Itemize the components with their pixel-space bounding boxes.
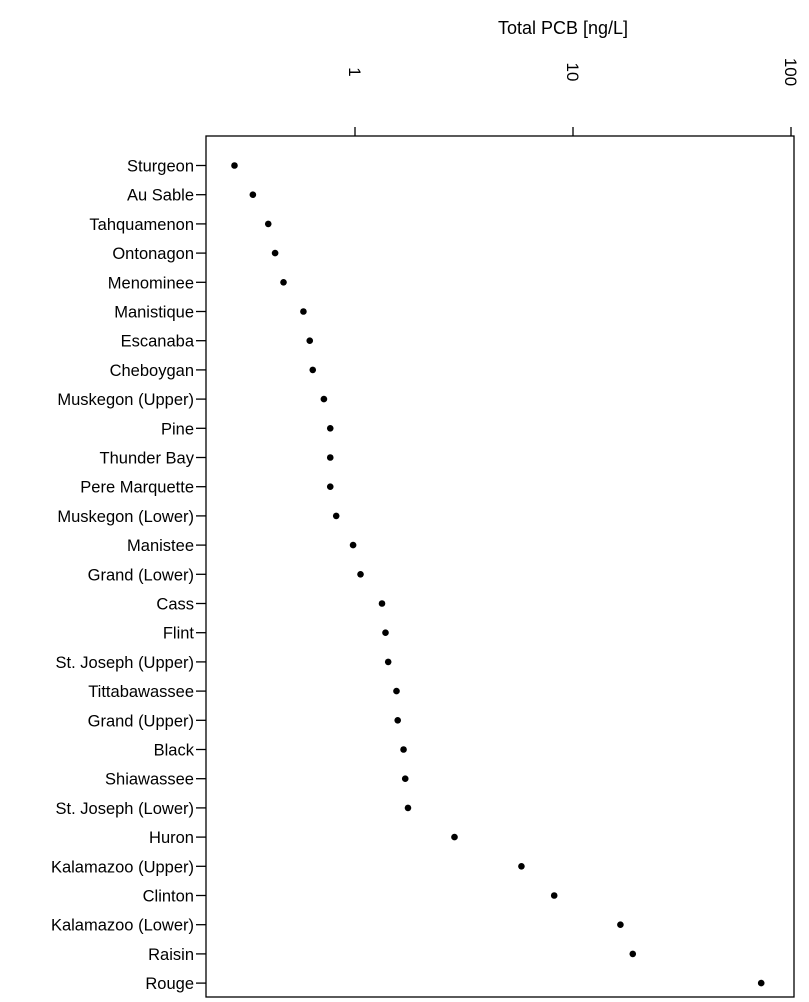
data-point — [757, 979, 765, 987]
plot-frame — [205, 135, 795, 998]
category-label: Grand (Lower) — [88, 566, 194, 584]
category-label: Menominee — [108, 274, 194, 292]
category-label: Cass — [156, 596, 194, 614]
data-point — [384, 658, 392, 666]
data-point — [393, 687, 400, 695]
data-point — [378, 600, 386, 607]
category-label: Manistee — [127, 537, 194, 555]
data-point — [326, 483, 334, 491]
data-point — [349, 541, 357, 549]
category-label: Kalamazoo (Lower) — [51, 917, 194, 935]
data-points — [231, 162, 765, 987]
data-point — [357, 571, 364, 578]
category-label: Tittabawassee — [88, 683, 194, 701]
data-point — [400, 746, 407, 753]
x-axis-ticks: 1 10 100 — [345, 58, 800, 136]
x-tick-label: 10 — [563, 63, 582, 82]
data-point — [320, 395, 328, 403]
y-axis-categories: Sturgeon Au Sable Tahquamenon Ontonagon Meno… — [51, 158, 206, 993]
category-label: Black — [154, 742, 195, 760]
category-label: Grand (Upper) — [88, 712, 194, 730]
data-point — [404, 804, 412, 812]
x-tick-label: 1 — [345, 67, 364, 76]
category-label: Sturgeon — [127, 158, 194, 176]
data-point — [629, 950, 637, 958]
category-label: Muskegon (Lower) — [57, 508, 194, 526]
category-label: Kalamazoo (Upper) — [51, 858, 194, 876]
category-label: Huron — [149, 829, 194, 847]
data-point — [518, 863, 525, 870]
x-axis-title: Total PCB [ng/L] — [498, 18, 628, 38]
category-label: Cheboygan — [110, 362, 194, 380]
data-point — [306, 337, 314, 345]
data-point — [264, 220, 272, 228]
category-label: Muskegon (Upper) — [57, 391, 194, 409]
data-point — [231, 162, 238, 169]
data-point — [280, 279, 287, 286]
category-label: Tahquamenon — [89, 216, 194, 234]
data-point — [401, 775, 409, 782]
data-point — [394, 717, 402, 724]
data-point — [617, 921, 624, 928]
category-label: St. Joseph (Lower) — [56, 800, 194, 818]
category-label: Ontonagon — [112, 245, 194, 263]
category-label: Pere Marquette — [80, 479, 194, 497]
x-tick-label: 100 — [781, 58, 800, 86]
category-label: Clinton — [143, 888, 194, 906]
data-point — [300, 308, 307, 315]
category-label: Escanaba — [121, 333, 195, 351]
data-point — [309, 366, 317, 374]
data-point — [550, 892, 558, 899]
data-point — [271, 249, 279, 257]
category-label: Raisin — [148, 946, 194, 964]
data-point — [332, 512, 340, 520]
category-label: Au Sable — [127, 187, 194, 205]
category-label: Shiawassee — [105, 771, 194, 789]
category-label: Flint — [163, 625, 195, 643]
category-label: Rouge — [145, 975, 194, 993]
category-label: St. Joseph (Upper) — [56, 654, 194, 672]
data-point — [249, 191, 257, 198]
category-label: Manistique — [114, 304, 194, 322]
data-point — [382, 629, 389, 636]
data-point — [451, 833, 458, 841]
category-label: Pine — [161, 420, 194, 438]
data-point — [326, 454, 334, 461]
category-label: Thunder Bay — [100, 450, 195, 468]
data-point — [326, 425, 334, 432]
